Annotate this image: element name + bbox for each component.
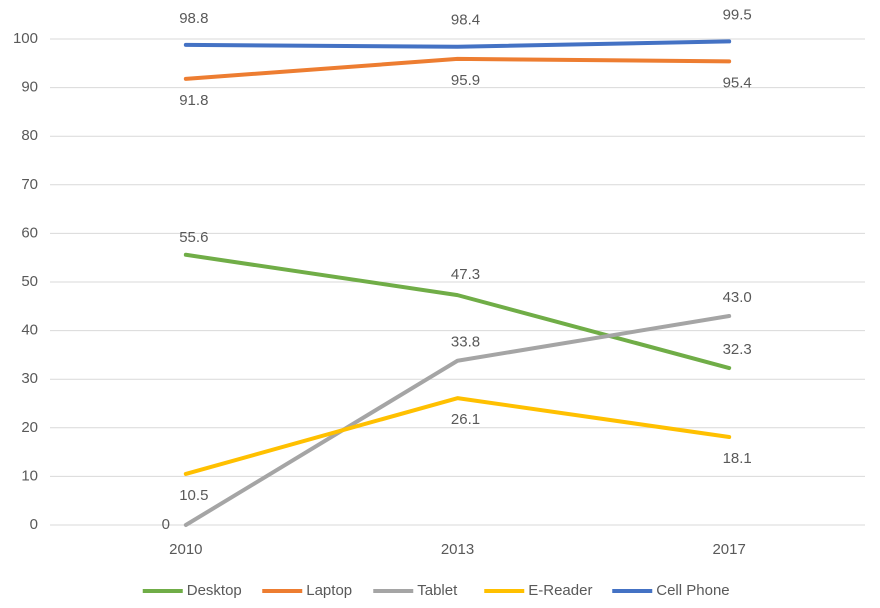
y-tick-label: 20 — [21, 419, 38, 436]
y-tick-label: 60 — [21, 224, 38, 241]
x-tick-label: 2017 — [712, 541, 745, 558]
x-tick-label: 2013 — [441, 541, 474, 558]
y-tick-label: 70 — [21, 176, 38, 193]
y-tick-label: 100 — [13, 30, 38, 47]
data-label: 33.8 — [451, 334, 480, 351]
legend-label: Tablet — [417, 582, 458, 599]
y-tick-label: 50 — [21, 273, 38, 290]
series-line — [183, 314, 732, 527]
legend-label: E-Reader — [528, 582, 592, 599]
x-tick-label: 2010 — [169, 541, 202, 558]
data-label: 32.3 — [723, 341, 752, 358]
data-label: 10.5 — [179, 487, 208, 504]
legend-label: Desktop — [187, 582, 242, 599]
data-label: 0 — [162, 516, 170, 533]
series-line — [183, 39, 732, 49]
y-tick-label: 40 — [21, 322, 38, 339]
data-label: 95.9 — [451, 72, 480, 89]
data-label: 47.3 — [451, 266, 480, 283]
data-label: 26.1 — [451, 411, 480, 428]
y-tick-label: 80 — [21, 127, 38, 144]
y-tick-label: 0 — [30, 516, 38, 533]
y-tick-label: 10 — [21, 467, 38, 484]
series-line — [183, 56, 732, 81]
y-tick-label: 30 — [21, 370, 38, 387]
data-label: 98.4 — [451, 12, 480, 29]
data-label: 91.8 — [179, 92, 208, 109]
series-line — [183, 396, 732, 476]
series-line — [183, 252, 732, 371]
legend-label: Laptop — [306, 582, 352, 599]
data-label: 95.4 — [723, 74, 752, 91]
data-label: 18.1 — [723, 450, 752, 467]
data-label: 99.5 — [723, 6, 752, 23]
data-label: 43.0 — [723, 289, 752, 306]
data-label: 55.6 — [179, 229, 208, 246]
data-label: 98.8 — [179, 10, 208, 27]
legend-label: Cell Phone — [656, 582, 729, 599]
y-tick-label: 90 — [21, 79, 38, 96]
